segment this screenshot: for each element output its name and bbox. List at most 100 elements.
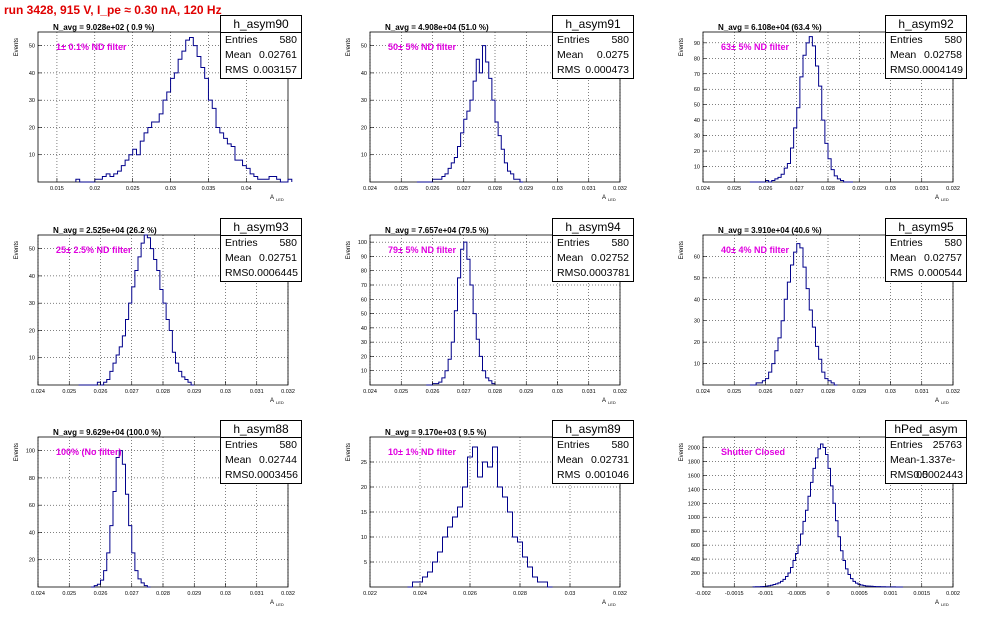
histogram-name: h_asym89 (553, 421, 633, 438)
filter-label: 79± 5% ND filter (388, 245, 456, 255)
x-tick-label: 0.031 (915, 186, 929, 192)
x-tick-label: -0.0015 (725, 591, 744, 597)
x-tick-label: 0.027 (790, 389, 804, 395)
x-tick-label: 0.0005 (851, 591, 868, 597)
stats-box: h_asym91 Entries 580 Mean 0.0275 RMS 0.000473 (552, 15, 634, 79)
stats-row-rms: RMS 0.000544 (886, 266, 966, 281)
x-tick-label: 0.028 (488, 186, 502, 192)
y-tick-label: 600 (691, 543, 700, 549)
stats-label-mean: Mean (225, 252, 252, 264)
y-tick-label: 20 (694, 149, 700, 155)
y-tick-label: 20 (694, 340, 700, 346)
stats-row-mean: Mean 0.02757 (886, 251, 966, 266)
y-tick-label: 1800 (688, 459, 700, 465)
histogram-name: h_asym90 (221, 16, 301, 33)
stats-box: h_asym89 Entries 580 Mean 0.02731 RMS 0.001046 (552, 420, 634, 484)
stats-label-entries: Entries (557, 34, 590, 46)
x-tick-label: 0.04 (241, 186, 252, 192)
y-tick-label: 30 (361, 98, 367, 104)
histogram-outline (416, 45, 524, 183)
y-tick-label: 1600 (688, 473, 700, 479)
y-tick-label: 50 (29, 247, 35, 253)
y-tick-label: 30 (694, 319, 700, 325)
x-tick-label: 0.03 (552, 389, 563, 395)
x-tick-label: 0.031 (915, 389, 929, 395)
y-tick-label: 5 (364, 560, 367, 566)
stats-row-rms: RMS 0.0002443 (886, 468, 966, 483)
histogram-name: h_asym95 (886, 219, 966, 236)
stats-value-mean: 0.0275 (596, 49, 629, 61)
stats-label-mean: Mean (890, 252, 917, 264)
x-tick-label: 0.027 (457, 186, 471, 192)
stats-box: h_asym92 Entries 580 Mean 0.02758 RMS 0.000414… (885, 15, 967, 79)
x-axis-label-sub: LED (608, 197, 616, 202)
stats-row-rms: RMS 0.0003456 (221, 468, 301, 483)
x-axis-label-sub: LED (608, 602, 616, 607)
histogram-outline (75, 36, 293, 183)
y-tick-label: 50 (694, 276, 700, 282)
x-tick-label: 0.024 (696, 186, 710, 192)
filter-label: 63± 5% ND filter (721, 42, 789, 52)
y-tick-label: 40 (694, 297, 700, 303)
x-tick-label: 0.025 (727, 186, 741, 192)
histogram-name: h_asym92 (886, 16, 966, 33)
y-tick-label: 25 (361, 460, 367, 466)
x-axis-label-main: A (270, 398, 274, 404)
stats-value-rms: 0.0003456 (248, 469, 298, 481)
stats-label-mean: Mean (225, 49, 252, 61)
stats-label-rms: RMS (890, 267, 914, 279)
stats-row-mean: Mean -1.337e-05 (886, 453, 966, 481)
stats-value-rms: 0.0003781 (580, 267, 630, 279)
histogram-outline (91, 450, 151, 588)
stats-value-entries: 580 (279, 439, 297, 451)
x-tick-label: 0.032 (946, 389, 960, 395)
y-tick-label: 60 (694, 87, 700, 93)
x-tick-label: 0.022 (363, 591, 377, 597)
y-tick-label: 100 (26, 449, 35, 455)
filter-label: 50± 5% ND filter (388, 42, 456, 52)
y-tick-label: 50 (361, 312, 367, 318)
x-tick-label: 0.03 (885, 389, 896, 395)
x-tick-label: 0.025 (62, 389, 76, 395)
x-tick-label: 0.029 (187, 591, 201, 597)
y-tick-label: 1000 (688, 515, 700, 521)
x-axis-label-sub: LED (276, 197, 284, 202)
y-tick-label: 40 (694, 118, 700, 124)
stats-row-mean: Mean 0.02744 (221, 453, 301, 468)
histogram-outline (407, 446, 553, 588)
x-axis-label: A LED (935, 195, 949, 202)
x-tick-label: 0.032 (613, 389, 627, 395)
stats-value-entries: 580 (944, 34, 962, 46)
x-tick-label: 0.032 (613, 186, 627, 192)
stats-row-rms: RMS 0.0006445 (221, 266, 301, 281)
x-tick-label: 0.032 (613, 591, 627, 597)
histogram-name: h_asym93 (221, 219, 301, 236)
navg-label: N_avg = 7.657e+04 (79.5 %) (385, 226, 489, 235)
y-tick-label: 30 (694, 134, 700, 140)
y-tick-label: 20 (29, 328, 35, 334)
x-tick-label: 0.028 (488, 389, 502, 395)
x-tick-label: 0.03 (885, 186, 896, 192)
y-axis-label: Events (679, 443, 685, 461)
y-tick-label: 20 (29, 558, 35, 564)
y-axis-label: Events (346, 241, 352, 259)
stats-row-mean: Mean 0.02751 (221, 251, 301, 266)
y-tick-label: 10 (361, 535, 367, 541)
stats-value-mean: 0.02731 (591, 454, 629, 466)
filter-label: 100% (No filter) (56, 447, 122, 457)
stats-value-mean: 0.02752 (591, 252, 629, 264)
stats-row-rms: RMS 0.003157 (221, 63, 301, 78)
x-tick-label: 0.025 (62, 591, 76, 597)
stats-value-mean: 0.02758 (924, 49, 962, 61)
x-tick-label: 0.025 (394, 186, 408, 192)
navg-label: N_avg = 6.108e+04 (63.4 %) (718, 23, 822, 32)
stats-label-rms: RMS (557, 469, 581, 481)
x-tick-label: 0.026 (463, 591, 477, 597)
x-tick-label: -0.002 (695, 591, 711, 597)
stats-row-entries: Entries 580 (221, 236, 301, 251)
x-tick-label: 0.001 (884, 591, 898, 597)
x-tick-label: 0.03 (552, 186, 563, 192)
